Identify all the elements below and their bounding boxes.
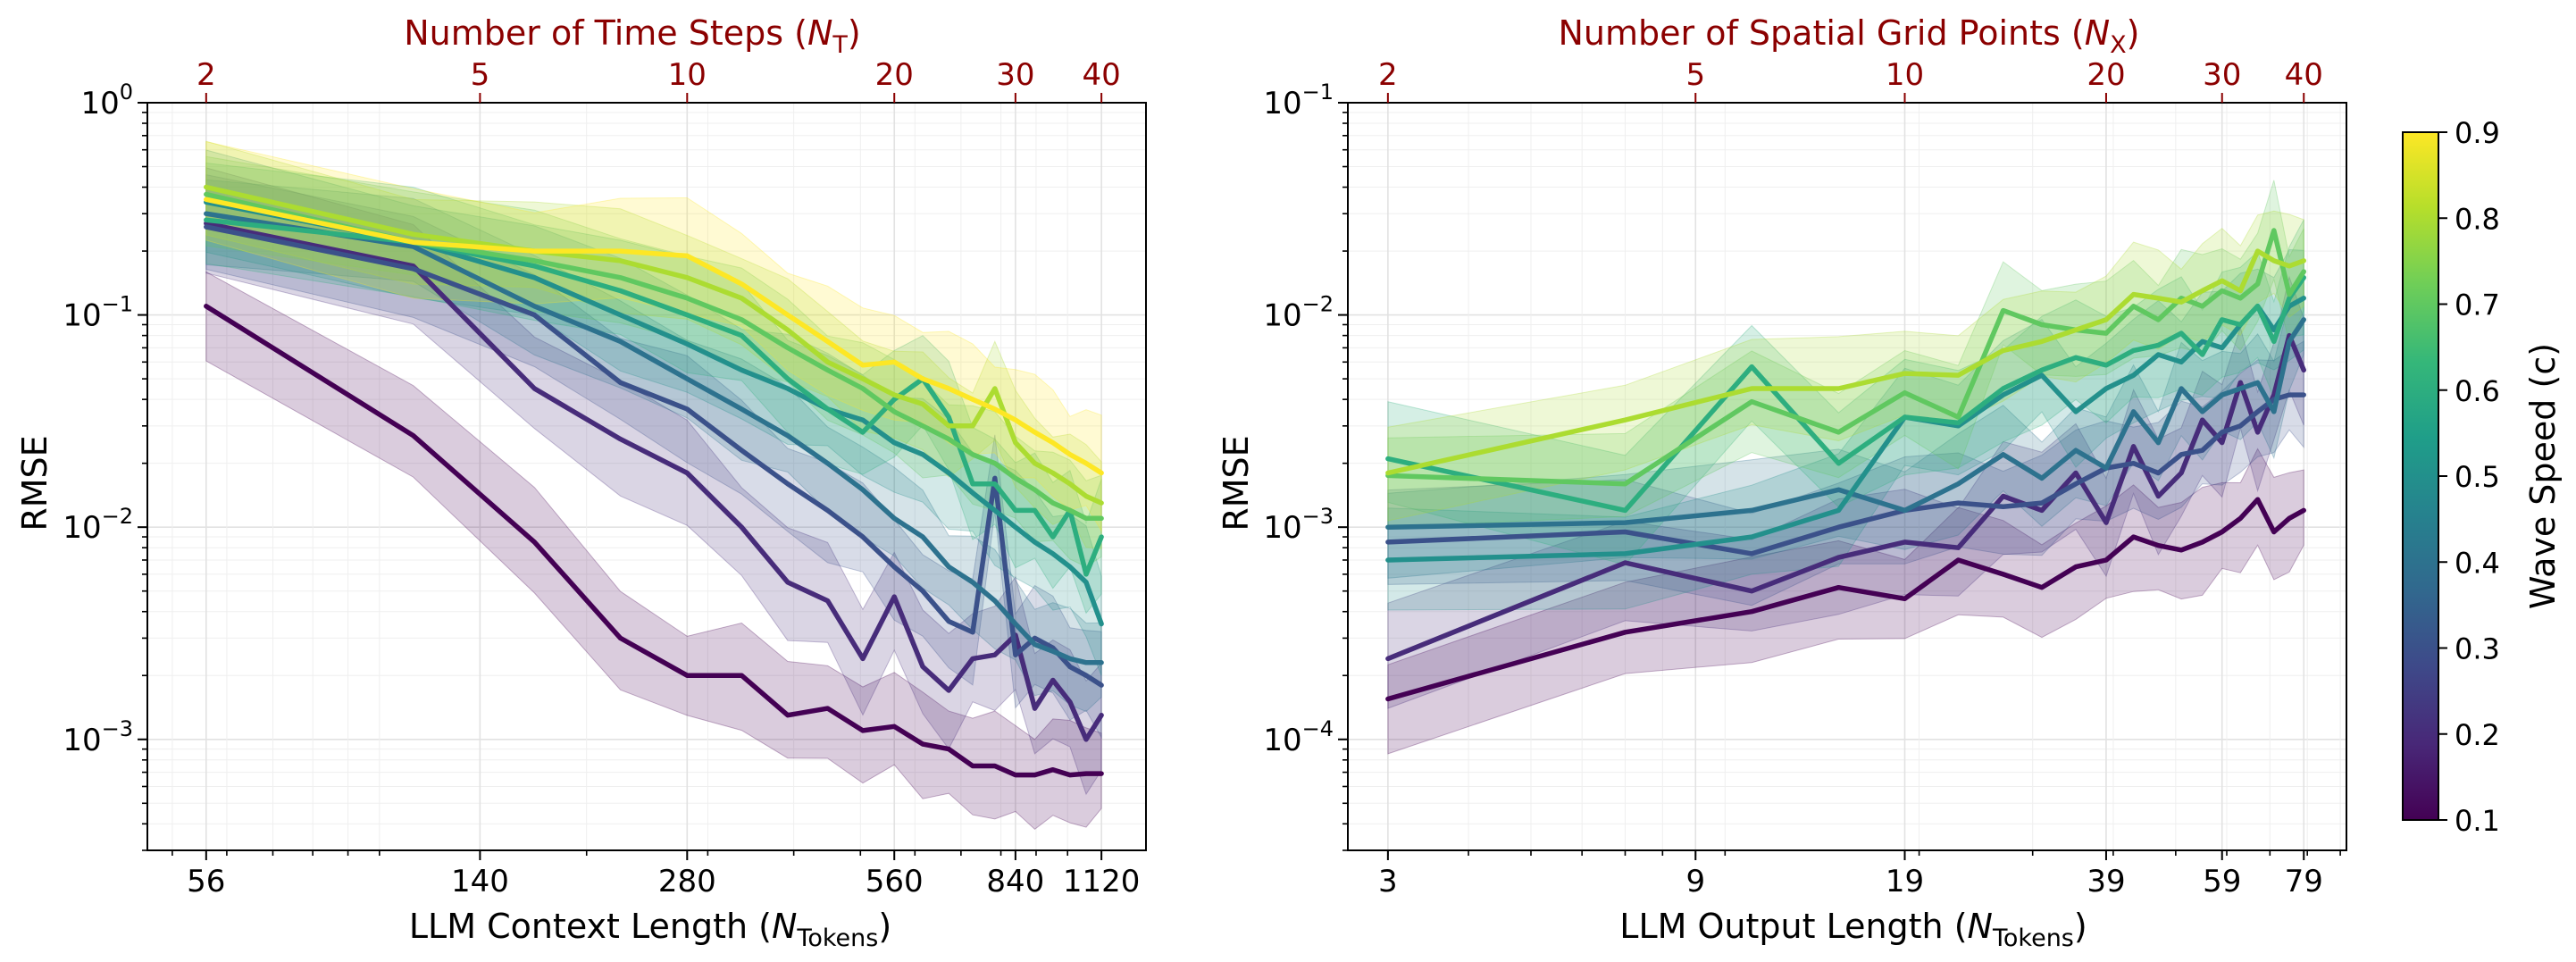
y-tick-label: 100 (80, 79, 133, 121)
band-c=0.3 (205, 173, 1102, 740)
left-chart-panel: Number of Time Steps (NT) LLM Context Le… (15, 13, 1147, 952)
x-tick-label: 140 (451, 864, 509, 899)
series-line-c=0.4 (204, 211, 1104, 665)
left-axes-frame (146, 102, 1147, 851)
right-top-axis-title: Number of Spatial Grid Points (NX) (1559, 13, 2140, 59)
right-y-axis-label: RMSE (1217, 435, 1256, 531)
left-y-axis-label: RMSE (15, 435, 54, 531)
top-tick-label: 40 (2285, 57, 2323, 93)
band-c=0.5 (1387, 248, 2304, 611)
series-line-c=0.6 (1385, 275, 2306, 514)
colorbar-label: Wave Speed (c) (2523, 343, 2563, 609)
series-line-c=0.3 (1385, 392, 2306, 556)
right-chart-panel: Number of Spatial Grid Points (NX) LLM O… (1217, 13, 2347, 952)
series-line-c=0.6 (204, 217, 1104, 577)
band-c=0.4 (205, 179, 1102, 713)
colorbar-tick-label: 0.5 (2455, 460, 2500, 494)
y-tick-label: 10−2 (63, 504, 133, 546)
left-x-axis-label: LLM Context Length (NTokens) (409, 907, 891, 952)
top-tick-label: 2 (197, 57, 216, 93)
colorbar-tick-label: 0.7 (2455, 289, 2500, 322)
colorbar-tick-label: 0.4 (2455, 546, 2500, 580)
top-tick-label: 20 (875, 57, 914, 93)
band-c=0.7 (1387, 180, 2304, 528)
colorbar-tick-label: 0.8 (2455, 202, 2500, 236)
series-line-c=0.2 (204, 221, 1104, 742)
top-tick-label: 5 (1685, 57, 1705, 93)
colorbar-tick-label: 0.3 (2455, 632, 2500, 666)
series-line-c=0.7 (1385, 228, 2306, 487)
x-tick-label: 3 (1378, 864, 1398, 899)
left-plot-area (204, 140, 1104, 831)
x-tick-label: 840 (986, 864, 1044, 899)
left-top-axis-title: Number of Time Steps (NT) (404, 13, 861, 59)
x-tick-label: 280 (658, 864, 716, 899)
x-tick-label: 19 (1886, 864, 1924, 899)
band-c=0.1 (205, 271, 1102, 831)
series-line-c=0.2 (1385, 332, 2306, 662)
right-axes-frame (1347, 102, 2347, 851)
series-line-c=0.7 (204, 191, 1104, 522)
top-tick-label: 30 (996, 57, 1034, 93)
right-x-axis-label: LLM Output Length (NTokens) (1619, 907, 2087, 952)
right-plot-area (1385, 180, 2306, 755)
x-tick-label: 56 (187, 864, 225, 899)
y-tick-label: 10−1 (63, 292, 133, 334)
y-tick-label: 10−2 (1263, 292, 1334, 334)
top-tick-label: 30 (2203, 57, 2241, 93)
y-tick-label: 10−3 (63, 716, 133, 758)
x-tick-label: 560 (866, 864, 924, 899)
right-bands (1387, 180, 2304, 755)
series-line-c=0.1 (1385, 497, 2306, 702)
colorbar-tick-label: 0.2 (2455, 718, 2500, 752)
top-tick-label: 5 (471, 57, 490, 93)
y-tick-label: 10−1 (1263, 79, 1334, 121)
band-c=0.1 (1387, 448, 2304, 755)
series-line-c=0.8 (204, 184, 1104, 506)
colorbar-tick-label: 0.6 (2455, 374, 2500, 408)
band-c=0.7 (205, 155, 1102, 568)
series-line-c=0.9 (204, 197, 1104, 476)
top-tick-label: 40 (1083, 57, 1121, 93)
top-tick-label: 2 (1378, 57, 1398, 93)
colorbar-tick-label: 0.1 (2455, 804, 2500, 838)
top-tick-label: 20 (2087, 57, 2125, 93)
x-tick-label: 79 (2285, 864, 2323, 899)
band-c=0.2 (205, 167, 1102, 796)
band-c=0.3 (1387, 340, 2304, 606)
band-c=0.6 (1387, 219, 2304, 565)
x-tick-label: 9 (1685, 864, 1705, 899)
x-tick-label: 59 (2203, 864, 2241, 899)
colorbar-gradient (2402, 131, 2439, 821)
top-tick-label: 10 (1886, 57, 1924, 93)
series-line-c=0.1 (204, 304, 1104, 778)
x-tick-label: 1120 (1063, 864, 1141, 899)
x-tick-label: 39 (2087, 864, 2125, 899)
y-tick-label: 10−4 (1263, 716, 1334, 758)
right-lines (1385, 228, 2306, 702)
colorbar-tick-label: 0.9 (2455, 116, 2500, 150)
series-line-c=0.3 (204, 224, 1104, 688)
left-lines (204, 184, 1104, 778)
y-tick-label: 10−3 (1263, 504, 1334, 546)
colorbar: Wave Speed (c) 0.1 0.2 0.3 0.4 0.5 0.6 0.7 0.8 0… (2402, 116, 2563, 838)
series-line-c=0.5 (204, 199, 1104, 627)
top-tick-label: 10 (668, 57, 707, 93)
series-line-c=0.8 (1385, 248, 2306, 476)
